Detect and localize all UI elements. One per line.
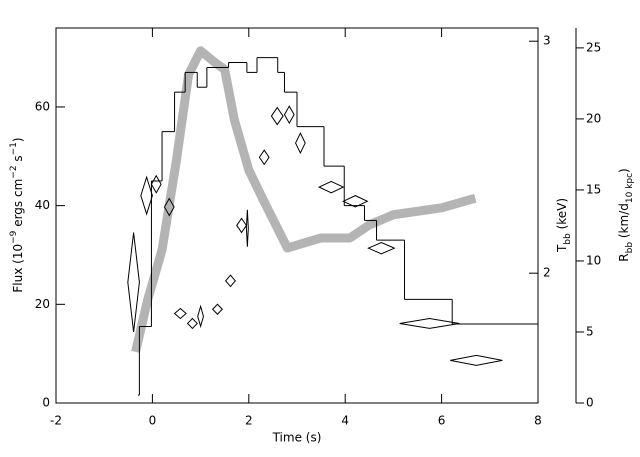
y3-tick-label: 25 xyxy=(586,40,601,54)
radius-diamond xyxy=(163,197,175,217)
y-tick-label: 0 xyxy=(42,396,50,410)
y3-tick-label: 0 xyxy=(586,396,594,410)
y-tick-label: 20 xyxy=(35,297,50,311)
radius-diamond xyxy=(127,232,140,333)
radius-diamond xyxy=(270,106,284,126)
y-label: Flux (10−9 ergs cm−2 s−1) xyxy=(9,137,25,292)
x-axis-label: Time (s) xyxy=(272,431,322,445)
radius-diamond xyxy=(140,175,153,216)
label-part: (km/d xyxy=(617,203,631,242)
y2-tick-label: 2 xyxy=(543,266,551,280)
radius-diamond xyxy=(367,241,396,255)
label-part: Flux (10 xyxy=(11,244,25,293)
y3-label: Rbb (km/d10 kpc) xyxy=(617,168,635,261)
radius-diamond xyxy=(317,180,345,194)
radius-diamond xyxy=(150,174,162,194)
label-part: ) xyxy=(11,137,25,142)
label-part: (keV) xyxy=(555,198,569,233)
label-part: −9 xyxy=(9,230,19,244)
x-tick-label: 6 xyxy=(438,414,446,428)
x-tick-label: 8 xyxy=(534,414,542,428)
label-part: T xyxy=(555,244,569,253)
y-tick-label: 60 xyxy=(35,99,50,113)
x-tick-label: 4 xyxy=(341,414,349,428)
y2-tick-label: 3 xyxy=(543,34,551,48)
x-tick-label: 2 xyxy=(245,414,253,428)
label-part: bb xyxy=(625,242,635,254)
y3-tick-label: 15 xyxy=(586,182,601,196)
label-part: ) xyxy=(617,168,631,173)
y3-tick-label: 20 xyxy=(586,111,601,125)
y-tick-label: 40 xyxy=(35,198,50,212)
plot-frame xyxy=(55,27,539,404)
radius-diamond xyxy=(173,307,187,320)
label-part: −2 xyxy=(9,165,19,178)
radius-diamond xyxy=(186,317,198,330)
radius-diamond xyxy=(450,354,503,366)
label-part: s xyxy=(11,155,25,165)
radius-diamond xyxy=(197,304,205,329)
radius-diamond xyxy=(399,317,460,329)
temperature-band xyxy=(131,46,477,353)
x-tick-label: 0 xyxy=(149,414,157,428)
y3-tick-label: 10 xyxy=(586,253,601,267)
label-part: ergs cm xyxy=(11,179,25,231)
label-part: bb xyxy=(563,233,573,245)
label-part: R xyxy=(617,253,631,261)
radius-diamond xyxy=(245,209,249,247)
y3-tick-label: 5 xyxy=(586,324,594,338)
x-tick-label: -2 xyxy=(50,414,62,428)
label-part: −1 xyxy=(9,142,19,155)
radius-diamond xyxy=(283,105,295,125)
radius-diamond xyxy=(258,149,270,166)
radius-diamond xyxy=(211,303,223,315)
radius-diamond xyxy=(294,131,306,155)
label-part: 10 kpc xyxy=(625,173,635,203)
radius-diamond xyxy=(225,274,236,288)
y2-label: Tbb (keV) xyxy=(555,198,573,253)
radius-diamond xyxy=(342,195,369,208)
